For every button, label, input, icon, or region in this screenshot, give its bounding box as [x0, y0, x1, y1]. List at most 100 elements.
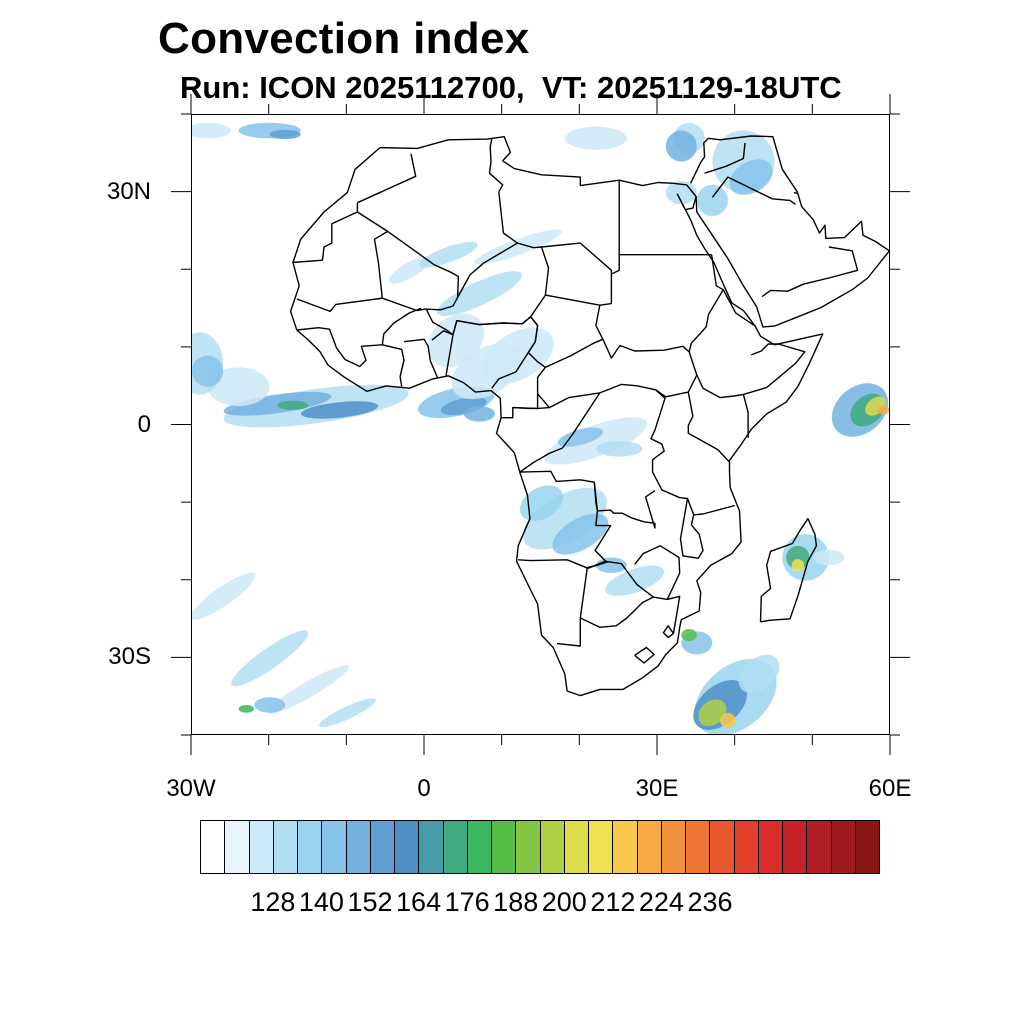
colorbar-label: 200	[541, 887, 587, 917]
map-frame	[191, 114, 890, 735]
border-west-africa	[296, 327, 405, 387]
border-levant	[689, 135, 799, 193]
border-burkina-mali	[381, 307, 422, 345]
lat-tick-label: 0	[137, 410, 151, 438]
colorbar-swatch	[661, 821, 686, 873]
convection-area	[267, 665, 350, 714]
convection-area	[207, 367, 270, 407]
lon-tick-label: 30W	[166, 775, 216, 802]
colorbar-label: 236	[687, 887, 733, 917]
convection-area	[665, 130, 697, 162]
border-sudan-ethiopia	[688, 254, 724, 352]
convection-area	[729, 159, 773, 195]
border-zambezi	[518, 545, 681, 601]
colorbar-swatch	[807, 821, 832, 873]
colorbar-label: 128	[250, 887, 296, 917]
convection-area	[595, 441, 643, 457]
colorbar-label: 212	[590, 887, 636, 917]
convection-area	[418, 241, 478, 268]
convection-area	[319, 698, 376, 727]
convection-area	[738, 654, 780, 694]
border-saudi-north	[711, 176, 796, 205]
convection-field	[192, 122, 889, 734]
colorbar-swatch	[492, 821, 517, 873]
border-cameroon-congo	[512, 406, 550, 410]
run-subtitle: Run: ICON 2025112700, VT: 20251129-18UTC	[180, 70, 842, 105]
colorbar-label: 152	[347, 887, 393, 917]
colorbar-swatch	[370, 821, 395, 873]
convection-area	[544, 417, 648, 465]
colorbar-label: 176	[444, 887, 490, 917]
convection-area	[557, 427, 603, 447]
colorbar-swatch	[395, 821, 420, 873]
lon-tick-label: 60E	[868, 775, 912, 802]
madagascar-coastline	[759, 518, 818, 623]
convection-area	[238, 704, 255, 713]
convection-area	[192, 572, 256, 620]
colorbar	[200, 820, 880, 874]
colorbar-swatch	[273, 821, 298, 873]
colorbar-swatch	[443, 821, 468, 873]
border-ethiopia-somalia	[696, 343, 806, 399]
colorbar-label: 164	[396, 887, 442, 917]
convection-area	[519, 485, 564, 521]
border-mali	[382, 230, 460, 312]
colorbar-swatch	[831, 821, 856, 873]
border-libya-algeria	[498, 191, 518, 244]
colorbar-swatch	[298, 821, 323, 873]
convection-area	[698, 699, 727, 727]
border-tunisia	[488, 138, 504, 193]
colorbar-swatch	[855, 821, 879, 873]
convection-area	[300, 401, 379, 419]
colorbar-swatch	[225, 821, 250, 873]
convection-area	[231, 630, 309, 687]
colorbar-swatch	[758, 821, 783, 873]
convection-area	[254, 697, 286, 713]
border-libya-east	[541, 181, 620, 275]
colorbar-swatch	[637, 821, 662, 873]
border-ghana-togo	[403, 338, 439, 378]
convection-area	[813, 549, 845, 566]
border-chad-sudan	[599, 274, 613, 306]
convection-area	[192, 122, 231, 139]
lat-tick-label: 30N	[106, 177, 151, 205]
colorbar-swatch	[346, 821, 371, 873]
colorbar-swatch	[322, 821, 347, 873]
border-kenya-tanzania	[687, 391, 731, 463]
border-syria-iraq	[704, 142, 746, 174]
border-eswatini	[662, 625, 675, 639]
convection-area	[522, 487, 607, 550]
border-nigeria	[452, 316, 539, 389]
colorbar-swatch	[249, 821, 274, 873]
colorbar-swatch	[734, 821, 759, 873]
colorbar-swatch	[613, 821, 638, 873]
convection-area	[564, 126, 627, 150]
colorbar-swatch	[467, 821, 492, 873]
lon-tick-label: 0	[417, 775, 431, 802]
border-malawi	[679, 498, 704, 559]
border-eritrea	[722, 289, 756, 327]
africa-coastline	[289, 136, 824, 697]
lat-tick-label: 30S	[108, 643, 151, 671]
border-great-lakes	[650, 389, 736, 516]
arabia-coastline	[695, 191, 889, 328]
convection-area	[696, 184, 728, 216]
convection-area	[223, 391, 332, 416]
colorbar-swatch	[589, 821, 614, 873]
border-mozambique-sa	[667, 595, 681, 634]
colorbar-swatch	[710, 821, 735, 873]
colorbar-swatch	[419, 821, 444, 873]
colorbar-label: 224	[638, 887, 684, 917]
border-algeria-morocco	[357, 153, 417, 204]
colorbar-label: 188	[493, 887, 539, 917]
border-mauritania-mali	[296, 211, 389, 313]
border-botswana-sa	[579, 596, 654, 628]
convection-area	[223, 384, 409, 428]
border-car-ssudan	[536, 339, 698, 409]
map-canvas	[192, 122, 889, 734]
convection-area	[463, 406, 495, 422]
convection-area	[681, 628, 697, 642]
convection-area	[277, 400, 309, 410]
convection-area	[436, 271, 522, 316]
convection-area	[720, 712, 736, 729]
